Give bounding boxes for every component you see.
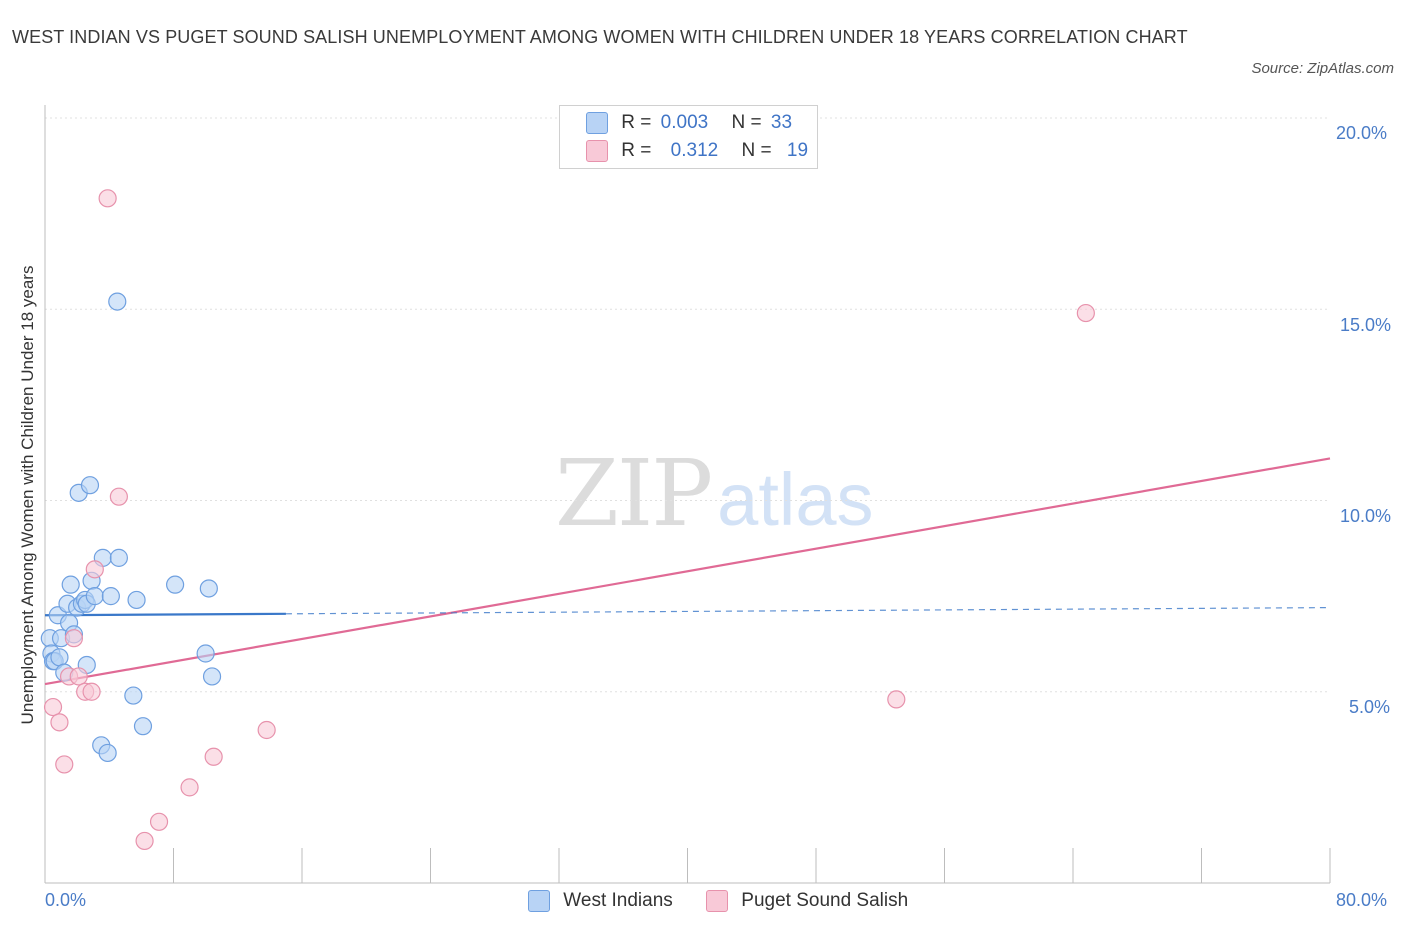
- legend-n-value: 33: [770, 112, 793, 134]
- point-puget-sound-salish: [1076, 303, 1095, 323]
- chart-title: WEST INDIAN VS PUGET SOUND SALISH UNEMPL…: [12, 27, 1188, 47]
- legend-label: Puget Sound Salish: [741, 890, 909, 912]
- point-west-indians: [61, 575, 80, 594]
- point-puget-sound-salish: [55, 755, 74, 774]
- legend-n-value: 19: [786, 140, 809, 162]
- point-west-indians: [199, 579, 218, 598]
- axes: [44, 105, 1331, 884]
- point-west-indians: [108, 292, 127, 311]
- point-puget-sound-salish: [109, 487, 128, 506]
- y-tick-label: 5.0%: [1349, 697, 1391, 717]
- point-puget-sound-salish: [180, 778, 199, 797]
- legend-row-west-indians: R = 0.003 N = 33: [586, 112, 792, 136]
- point-puget-sound-salish: [98, 189, 117, 208]
- point-west-indians: [101, 587, 120, 606]
- point-west-indians: [85, 587, 104, 606]
- legend-swatch-blue: [586, 112, 608, 134]
- correlation-legend: R = 0.003 N = 33 R = 0.312 N = 19: [559, 105, 818, 169]
- trend-line-west-indians: [44, 612, 286, 617]
- point-puget-sound-salish: [135, 831, 154, 851]
- watermark: ZIPatlas: [555, 440, 873, 547]
- y-axis-label: Unemployment Among Women with Children U…: [18, 265, 37, 725]
- point-west-indians: [50, 648, 69, 667]
- watermark-atlas: atlas: [717, 458, 874, 541]
- y-tick-label: 20.0%: [1336, 123, 1388, 143]
- trend-line-puget-sound-salish: [44, 457, 1331, 686]
- point-west-indians: [80, 476, 100, 495]
- data-points: [40, 189, 1095, 851]
- watermark-zip: ZIP: [555, 440, 713, 547]
- bottom-legend-west-indians: West Indians: [528, 890, 673, 912]
- source-label: Source: ZipAtlas.com: [1251, 60, 1394, 77]
- point-puget-sound-salish: [149, 812, 169, 831]
- point-west-indians: [98, 743, 117, 763]
- x-tick-label-min: 0.0%: [45, 890, 87, 910]
- legend-n-label: N =: [731, 112, 762, 134]
- trend-line-west-indians-extension: [285, 606, 1331, 615]
- point-puget-sound-salish: [257, 720, 276, 740]
- point-puget-sound-salish: [887, 690, 906, 709]
- legend-swatch-pink: [586, 140, 608, 162]
- point-puget-sound-salish: [204, 747, 223, 766]
- legend-r-value: 0.003: [660, 112, 709, 134]
- point-west-indians: [127, 590, 146, 610]
- point-west-indians: [202, 667, 222, 686]
- legend-swatch-blue: [528, 890, 550, 912]
- point-puget-sound-salish: [82, 682, 101, 701]
- point-puget-sound-salish: [43, 697, 63, 717]
- point-west-indians: [133, 717, 153, 736]
- point-west-indians: [166, 575, 185, 594]
- point-west-indians: [124, 686, 143, 705]
- legend-r-label: R =: [621, 112, 652, 134]
- legend-swatch-pink: [706, 890, 728, 912]
- x-tick-label-max: 80.0%: [1336, 890, 1388, 910]
- bottom-legend-puget-sound-salish: Puget Sound Salish: [706, 890, 908, 912]
- y-tick-label: 15.0%: [1340, 315, 1392, 335]
- trend-lines: [44, 457, 1331, 686]
- point-puget-sound-salish: [85, 560, 104, 579]
- point-puget-sound-salish: [64, 629, 84, 648]
- point-west-indians: [109, 548, 128, 567]
- point-puget-sound-salish: [69, 667, 88, 686]
- legend-row-puget-sound-salish: R = 0.312 N = 19: [586, 140, 808, 164]
- legend-label: West Indians: [563, 890, 673, 912]
- legend-r-value: 0.312: [670, 140, 719, 162]
- point-west-indians: [196, 644, 215, 663]
- legend-r-label: R =: [621, 140, 652, 162]
- legend-n-label: N =: [741, 140, 772, 162]
- y-tick-label: 10.0%: [1340, 506, 1392, 526]
- point-puget-sound-salish: [50, 713, 69, 732]
- gridlines: [45, 117, 1330, 693]
